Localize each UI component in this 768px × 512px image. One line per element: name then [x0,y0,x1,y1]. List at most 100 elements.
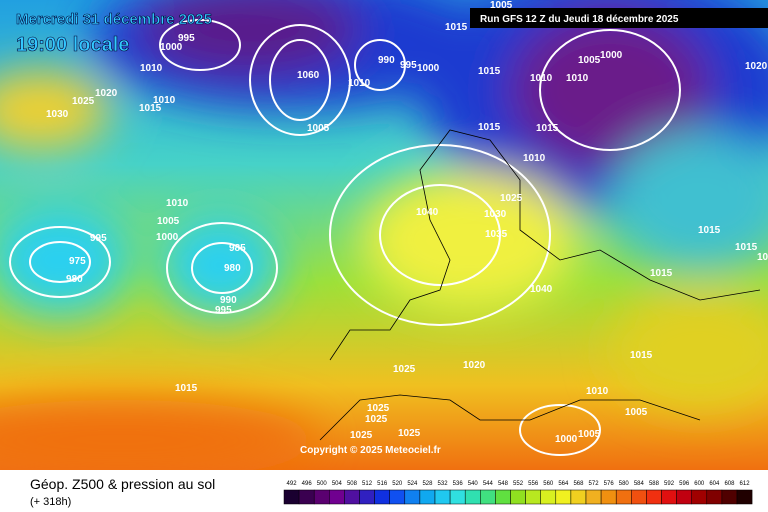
isobar-label: 1030 [484,209,507,220]
isobar-label: 1020 [463,360,486,371]
scale-label: 496 [302,481,313,487]
scale-label: 492 [287,481,298,487]
isobar-label: 1035 [485,229,508,240]
isobar-label: 1015 [445,22,468,33]
scale-label: 612 [740,481,751,487]
scale-label: 508 [347,481,358,487]
scale-label: 600 [694,481,705,487]
isobar-label: 1000 [160,42,183,53]
isobar-label: 1010 [140,63,163,74]
isobar-label: 995 [90,233,107,244]
scale-swatch [691,489,708,505]
isobar-label: 1005 [625,407,648,418]
isobar-label: 1000 [555,434,578,445]
scale-swatch [736,489,753,505]
scale-swatch [374,489,390,505]
scale-label: 560 [543,481,554,487]
scale-swatch [570,489,587,505]
isobar-label: 980 [224,263,241,274]
isobar-label: 1040 [530,284,553,295]
isobar-label: 1000 [600,50,623,61]
isobar-label: 1015 [478,122,501,133]
isobar-label: 1010 [153,95,176,106]
isobar-label: 1015 [735,242,758,253]
date: Mercredi 31 décembre 2025 [16,11,212,28]
scale-label: 596 [679,481,690,487]
scale-swatch [600,489,617,505]
scale-swatch [313,489,330,505]
footer-title: Géop. Z500 & pression au sol [30,476,215,492]
scale-label: 568 [573,481,584,487]
isobar-label: 1025 [72,96,95,107]
isobar-label: 1030 [46,109,69,120]
isobar-label: 1015 [139,103,162,114]
isobar-label: 975 [69,256,86,267]
run-box [470,8,768,28]
isobar-label: 995 [178,33,195,44]
scale-swatch [525,489,541,505]
scale-label: 608 [724,481,735,487]
scale-label: 572 [589,481,600,487]
isobar-label: 1000 [417,63,440,74]
isobar-label: 1010 [348,78,371,89]
isobar-label: 1010 [523,153,546,164]
isobar-label: 1015 [478,66,501,77]
scale-swatch [555,489,572,505]
scale-label: 588 [649,481,660,487]
isobar-label: 990 [378,55,395,66]
scale-swatch [329,489,345,505]
color-scale: 492 496 500 504 508 512 516 520 524 528 532 536 540 5… [283,481,753,505]
isobar-label: 985 [229,243,246,254]
scale-swatch [404,489,421,505]
scale-swatch [661,489,677,505]
isobar-label: 1025 [500,193,523,204]
scale-swatch [283,489,300,505]
isobar-label: 1025 [350,430,373,441]
isobar-label: 1015 [698,225,721,236]
scale-label: 592 [664,481,675,487]
isobar-label: 1005 [578,429,601,440]
scale-swatch [495,489,511,505]
scale-label: 520 [392,481,403,487]
scale-label: 552 [513,481,524,487]
scale-swatch [721,489,738,505]
isobar-label: 1020 [95,88,118,99]
footer: Géop. Z500 & pression au sol (+ 318h) 49… [0,470,768,512]
isobar-label: 1010 [530,73,553,84]
scale-label: 604 [709,481,720,487]
scale-swatch [585,489,602,505]
time: 19:00 locale [16,34,129,56]
isobar-labels: 1005101599510001010102010251030101010151… [46,0,768,445]
scale-swatch [419,489,436,505]
scale-swatch [434,489,451,505]
isobar-label: 1010 [586,386,609,397]
isobar-label: 1020 [745,61,768,72]
isobar-label: 1015 [536,123,559,134]
isobars [9,19,681,456]
scale-swatch [389,489,406,505]
scale-label: 540 [468,481,479,487]
scale-swatch [676,489,692,505]
scale-swatch [359,489,375,505]
scale-label: 532 [438,481,449,487]
scale-label: 500 [317,481,328,487]
copyright: Copyright © 2025 Meteociel.fr [300,445,441,456]
scale-label: 504 [332,481,343,487]
isobar-label: 1060 [297,70,320,81]
map: 1005101599510001010102010251030101010151… [0,0,768,470]
run: Run GFS 12 Z du Jeudi 18 décembre 2025 [480,14,679,25]
scale-label: 528 [422,481,433,487]
scale-label: 580 [619,481,630,487]
scale-label: 576 [604,481,615,487]
scale-label: 536 [453,481,464,487]
isobar-label: 1000 [156,232,179,243]
scale-swatch [298,489,315,505]
scale-swatch [510,489,526,505]
isobar-label: 1025 [367,403,390,414]
scale-label: 544 [483,481,494,487]
isobar-label: 1005 [757,252,768,263]
isobar-label: 995 [215,305,232,316]
scale-label: 584 [634,481,645,487]
scale-swatch [540,489,557,505]
isobar-label: 1015 [630,350,653,361]
